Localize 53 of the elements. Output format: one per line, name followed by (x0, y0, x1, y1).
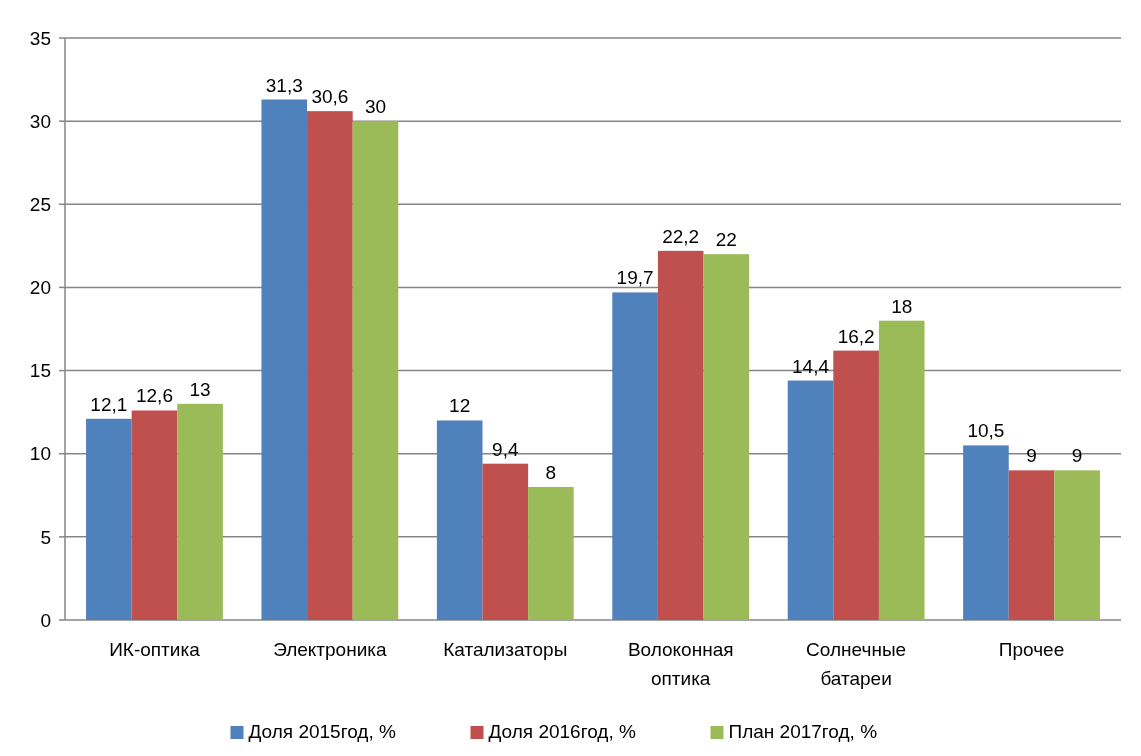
x-tick-label: Солнечные батареи (806, 639, 907, 689)
y-tick-label: 15 (29, 360, 51, 382)
data-label: 9,4 (492, 438, 519, 460)
bar (1008, 470, 1055, 620)
x-tick-label: ИК-оптика (109, 639, 201, 660)
legend-label: План 2017год, % (728, 721, 878, 742)
x-tick-label: Электроника (273, 639, 388, 660)
bar (436, 420, 483, 620)
bar (307, 111, 353, 620)
data-label: 10,5 (967, 420, 1005, 442)
data-label: 31,3 (265, 74, 303, 96)
y-tick-label: 20 (29, 277, 51, 299)
data-label: 13 (189, 378, 211, 400)
y-tick-label: 35 (29, 27, 51, 49)
data-label: 12,1 (90, 393, 128, 415)
legend-label: Доля 2016год, % (488, 721, 636, 742)
data-label: 9 (1026, 445, 1037, 467)
y-tick-label: 5 (40, 526, 51, 548)
bar (963, 445, 1009, 620)
bar (86, 418, 132, 620)
data-label: 8 (545, 461, 557, 483)
bar (131, 410, 178, 620)
x-tick-label: Волоконная оптика (627, 639, 734, 689)
data-label: 18 (891, 295, 913, 317)
data-label: 14,4 (792, 355, 830, 377)
x-tick-label: Прочее (998, 639, 1065, 660)
data-label: 22 (715, 229, 737, 251)
x-tick-label: Катализаторы (443, 639, 568, 660)
bar (177, 403, 223, 620)
y-tick-label: 0 (40, 609, 51, 631)
bar (1054, 470, 1100, 620)
legend-label: Доля 2015год, % (248, 721, 396, 742)
bar (833, 350, 879, 620)
data-label: 22,2 (662, 225, 700, 247)
bar (261, 99, 308, 620)
bar (657, 250, 704, 620)
bar (482, 463, 529, 620)
bar (878, 320, 925, 620)
data-label: 30,6 (311, 86, 349, 108)
data-label: 12,6 (135, 385, 173, 407)
bar (528, 486, 574, 620)
data-label: 30 (364, 96, 387, 118)
data-label: 12 (449, 395, 471, 417)
bar (787, 380, 834, 620)
data-label: 9 (1071, 445, 1083, 467)
data-label: 16,2 (837, 325, 875, 347)
y-tick-label: 30 (29, 110, 51, 132)
bar (612, 292, 658, 620)
bar (352, 121, 399, 620)
bar (703, 254, 750, 620)
y-tick-label: 25 (29, 193, 51, 215)
data-label: 19,7 (616, 267, 654, 289)
y-tick-label: 10 (29, 443, 51, 465)
